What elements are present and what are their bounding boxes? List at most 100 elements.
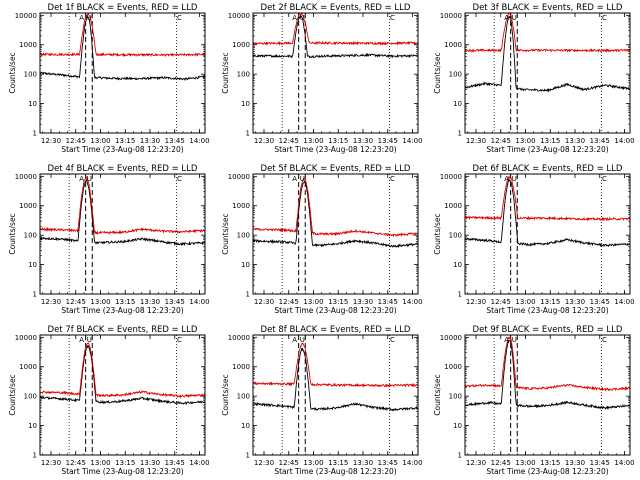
- x-tick-label: 12:30: [466, 298, 486, 306]
- y-tick-label: 10: [453, 422, 462, 430]
- panel-marker: U: [300, 14, 305, 22]
- plot-frame: [464, 334, 631, 456]
- y-tick-label: 100: [24, 232, 37, 240]
- y-tick-label: 10000: [440, 173, 462, 181]
- x-tick-label: 13:45: [165, 137, 185, 145]
- x-tick-label: 13:30: [140, 298, 160, 306]
- x-axis-label: Start Time (23-Aug-08 12:23:20): [274, 467, 396, 476]
- y-tick-label: 10: [241, 261, 250, 269]
- x-tick-label: 14:00: [189, 459, 209, 467]
- x-tick-label: 13:00: [303, 137, 323, 145]
- x-tick-label: 12:30: [254, 298, 274, 306]
- x-tick-label: 14:00: [402, 459, 422, 467]
- series-events-line: [464, 339, 631, 411]
- x-axis-label: Start Time (23-Aug-08 12:23:20): [61, 145, 183, 154]
- series-lld-line: [39, 342, 206, 399]
- y-tick-label: 10000: [228, 173, 250, 181]
- y-tick-label: 10000: [440, 334, 462, 342]
- y-tick-label: 100: [449, 393, 462, 401]
- x-tick-label: 12:45: [491, 459, 511, 467]
- x-tick-label: 13:15: [540, 459, 560, 467]
- y-tick-label: 1: [33, 452, 37, 460]
- series-lld-line: [39, 13, 206, 58]
- panel-title: Det 6f BLACK = Events, RED = LLD: [473, 164, 623, 174]
- panel-marker: U: [512, 175, 517, 183]
- plot-frame: [464, 12, 631, 134]
- y-tick-label: 100: [237, 71, 250, 79]
- x-tick-label: 13:00: [515, 137, 535, 145]
- x-tick-label: 13:30: [565, 298, 585, 306]
- panel-det-4: Det 4f BLACK = Events, RED = LLD 1 10 100 10…: [8, 164, 210, 315]
- panel-det-9: Det 9f BLACK = Events, RED = LLD 1 10 100 10…: [433, 325, 635, 476]
- x-axis-label: Start Time (23-Aug-08 12:23:20): [486, 467, 608, 476]
- panel-det-7: Det 7f BLACK = Events, RED = LLD 1 10 100 10…: [8, 325, 210, 476]
- y-tick-label: 10000: [228, 334, 250, 342]
- x-tick-label: 14:00: [614, 298, 634, 306]
- x-tick-label: 12:45: [279, 137, 299, 145]
- x-tick-label: 13:15: [328, 137, 348, 145]
- series-events-line: [40, 344, 206, 406]
- series-events-line: [252, 15, 419, 59]
- series-lld-line: [253, 343, 419, 388]
- x-tick-label: 12:30: [254, 137, 274, 145]
- series-events-line: [465, 178, 631, 248]
- panel-marker: A: [504, 175, 509, 183]
- y-tick-label: 10: [241, 422, 250, 430]
- y-tick-label: 1000: [444, 41, 462, 49]
- x-tick-label: 13:15: [115, 298, 135, 306]
- panel-marker: U: [300, 336, 305, 344]
- x-tick-label: 13:45: [590, 137, 610, 145]
- panel-marker: U: [87, 14, 92, 22]
- panel-det-6: Det 6f BLACK = Events, RED = LLD 1 10 100 10…: [433, 164, 635, 315]
- x-axis-label: Start Time (23-Aug-08 12:23:20): [61, 306, 183, 315]
- panel-det-8: Det 8f BLACK = Events, RED = LLD 1 10 100 10…: [221, 325, 423, 476]
- y-tick-label: 10: [28, 261, 37, 269]
- x-tick-label: 13:30: [140, 137, 160, 145]
- x-tick-label: 13:30: [565, 459, 585, 467]
- x-tick-label: 13:00: [515, 459, 535, 467]
- y-tick-label: 1000: [19, 202, 37, 210]
- panel-marker: A: [79, 14, 84, 22]
- panel-marker: C: [177, 336, 182, 344]
- y-tick-label: 100: [449, 232, 462, 240]
- x-tick-label: 13:45: [165, 459, 185, 467]
- series-lld-line: [464, 12, 631, 53]
- panel-marker: C: [390, 336, 395, 344]
- x-axis-label: Start Time (23-Aug-08 12:23:20): [274, 145, 396, 154]
- x-tick-label: 14:00: [402, 137, 422, 145]
- panel-det-1: Det 1f BLACK = Events, RED = LLD 1 10 100 10…: [8, 3, 210, 154]
- panel-marker: C: [390, 175, 395, 183]
- panel-marker: C: [390, 14, 395, 22]
- y-axis-label: Counts/sec: [221, 213, 230, 254]
- panel-title: Det 2f BLACK = Events, RED = LLD: [261, 3, 411, 13]
- panel-title: Det 9f BLACK = Events, RED = LLD: [473, 325, 623, 335]
- x-tick-label: 13:45: [378, 298, 398, 306]
- panel-title: Det 4f BLACK = Events, RED = LLD: [48, 164, 198, 174]
- panel-marker: U: [87, 336, 92, 344]
- panel-det-5: Det 5f BLACK = Events, RED = LLD 1 10 100 10…: [221, 164, 423, 315]
- panel-marker: A: [292, 175, 297, 183]
- x-tick-label: 12:30: [254, 459, 274, 467]
- panel-title: Det 5f BLACK = Events, RED = LLD: [261, 164, 411, 174]
- x-tick-label: 13:15: [540, 298, 560, 306]
- panel-marker: U: [300, 175, 305, 183]
- x-tick-label: 13:15: [115, 459, 135, 467]
- y-tick-label: 10: [453, 261, 462, 269]
- x-tick-label: 13:00: [303, 298, 323, 306]
- series-events-line: [464, 15, 631, 93]
- x-tick-label: 14:00: [189, 298, 209, 306]
- y-axis-label: Counts/sec: [8, 213, 17, 254]
- x-tick-label: 12:45: [279, 298, 299, 306]
- x-tick-label: 13:45: [590, 459, 610, 467]
- x-axis-label: Start Time (23-Aug-08 12:23:20): [274, 306, 396, 315]
- y-axis-label: Counts/sec: [221, 374, 230, 415]
- x-tick-label: 14:00: [402, 298, 422, 306]
- y-tick-label: 1: [33, 291, 37, 299]
- x-tick-label: 12:45: [66, 459, 86, 467]
- x-tick-label: 12:45: [491, 298, 511, 306]
- plot-frame: [39, 173, 206, 295]
- y-axis-label: Counts/sec: [433, 52, 442, 93]
- panel-marker: C: [602, 175, 607, 183]
- y-tick-label: 100: [237, 232, 250, 240]
- y-tick-label: 10: [28, 100, 37, 108]
